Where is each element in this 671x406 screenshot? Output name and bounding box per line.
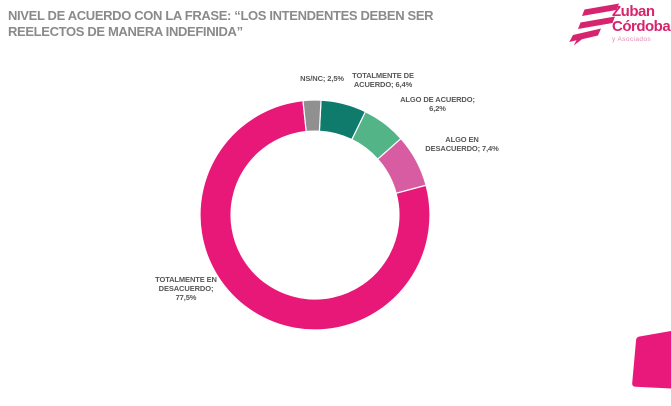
label-totalmente-en-desacuerdo: TOTALMENTE EN DESACUERDO; 77,5% (155, 275, 217, 302)
label-algo-en-desacuerdo: ALGO EN DESACUERDO; 7,4% (425, 135, 499, 153)
page-title: NIVEL DE ACUERDO CON LA FRASE: “LOS INTE… (8, 8, 448, 40)
donut-chart-svg (199, 99, 431, 331)
zuban-cordoba-logo: Zuban Córdoba y Asociados (566, 3, 671, 55)
page-title-line1: NIVEL DE ACUERDO CON LA FRASE: “LOS INTE… (8, 8, 434, 23)
logo-stripes-icon (569, 3, 619, 46)
footer-accent-path (632, 331, 671, 389)
donut-chart (199, 99, 431, 331)
page-title-line2: REELECTOS DE MANERA INDEFINIDA” (8, 24, 243, 39)
donut-segment-3 (199, 99, 431, 331)
label-algo-de-acuerdo: ALGO DE ACUERDO; 6,2% (400, 95, 475, 113)
logo-wordmark: Zuban Córdoba y Asociados (612, 3, 671, 43)
logo-text-asociados: y Asociados (612, 36, 652, 43)
donut-segment-4 (302, 99, 322, 133)
logo-text-cordoba: Córdoba (612, 17, 671, 35)
label-totalmente-de-acuerdo: TOTALMENTE DE ACUERDO; 6,4% (352, 71, 414, 89)
logo-text-zuban: Zuban (612, 3, 655, 20)
footer-accent-shape (632, 331, 671, 389)
label-ns-nc: NS/NC; 2,5% (300, 74, 344, 83)
